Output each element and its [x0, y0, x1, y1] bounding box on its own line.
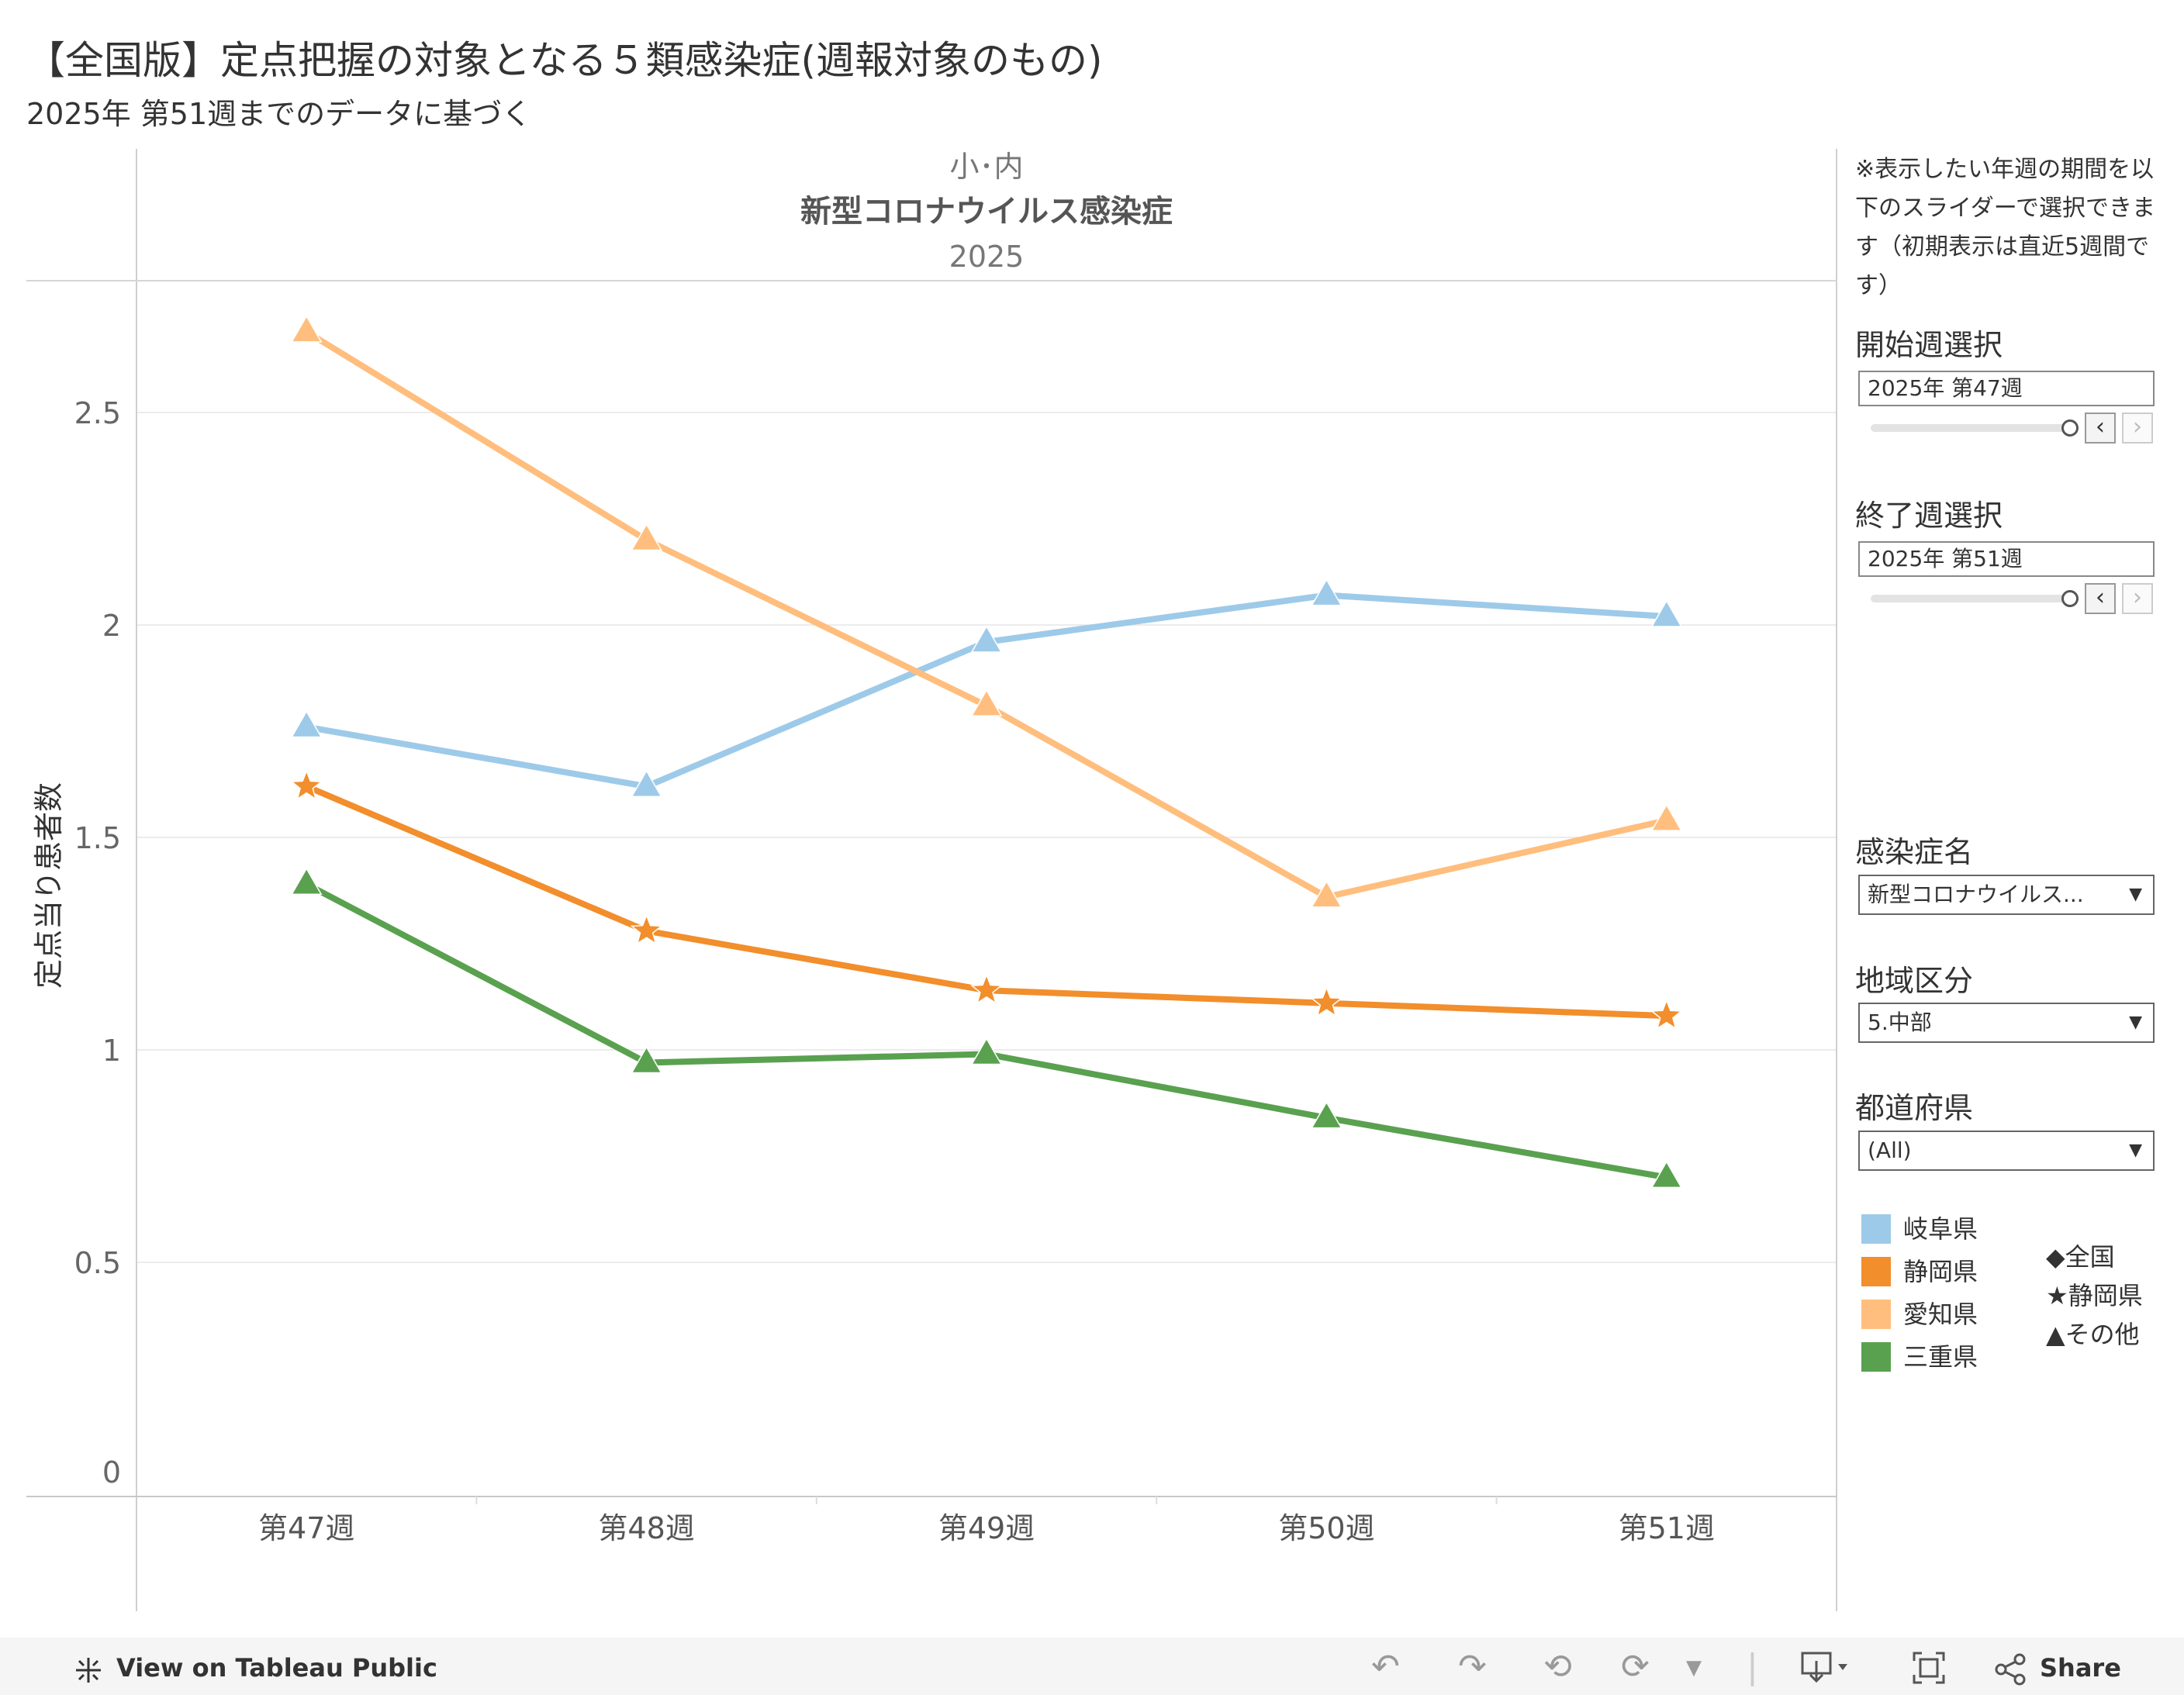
end-week-label: 終了週選択: [1855, 499, 2003, 533]
panel-header-line: 2025: [949, 240, 1025, 274]
start-week-slider-track[interactable]: [1871, 424, 2071, 432]
prefecture-filter-label: 都道府県: [1855, 1091, 1974, 1125]
data-point-marker[interactable]: [630, 913, 663, 945]
share-button[interactable]: Share: [2040, 1653, 2121, 1683]
chevron-right-icon: ›: [2133, 584, 2142, 611]
legend-item-shizuoka[interactable]: 静岡県: [1861, 1257, 1978, 1286]
revert-icon[interactable]: ⟲: [1543, 1647, 1572, 1686]
undo-icon[interactable]: ↶: [1371, 1647, 1400, 1686]
data-point-marker[interactable]: [290, 710, 323, 738]
data-point-marker[interactable]: [631, 769, 662, 797]
legend-swatch: [1861, 1342, 1891, 1372]
data-point-marker[interactable]: [290, 315, 323, 343]
legend-label: 岐阜県: [1903, 1214, 1978, 1244]
data-point-marker[interactable]: [631, 523, 662, 551]
fullscreen-icon[interactable]: [1911, 1650, 1947, 1686]
data-point-marker[interactable]: [1310, 986, 1343, 1017]
slider-instruction-note: ※表示したい年週の期間を以下のスライダーで選択できます（初期表示は直近5週間です…: [1855, 156, 2155, 299]
data-point-marker[interactable]: [1650, 1160, 1683, 1189]
start-week-label: 開始週選択: [1855, 328, 2003, 362]
legend-label: 静岡県: [1903, 1257, 1978, 1286]
prefecture-dropdown-value: (All): [1868, 1137, 1912, 1163]
download-icon[interactable]: [1799, 1650, 1854, 1686]
legend-label: 愛知県: [1903, 1300, 1978, 1329]
data-point-marker[interactable]: [1311, 880, 1343, 908]
panel-header-line: 小･内: [949, 150, 1023, 184]
start-week-next-button[interactable]: ›: [2122, 413, 2153, 444]
y-tick-label: 1: [102, 1034, 121, 1068]
legend-swatch: [1861, 1300, 1891, 1329]
panel-header-line: 新型コロナウイルス感染症: [800, 194, 1173, 230]
legend-swatch: [1861, 1257, 1891, 1286]
data-point-marker[interactable]: [1311, 578, 1343, 606]
legend-item-aichi[interactable]: 愛知県: [1861, 1300, 1978, 1329]
refresh-icon[interactable]: ⟳: [1621, 1647, 1650, 1686]
data-point-marker[interactable]: [290, 769, 323, 801]
chevron-right-icon: ›: [2133, 413, 2142, 440]
end-week-next-button[interactable]: ›: [2122, 583, 2153, 614]
end-week-field[interactable]: 2025年 第51週: [1858, 541, 2155, 577]
caret-down-icon: ▼: [2129, 1013, 2142, 1032]
region-filter-label: 地域区分: [1855, 964, 1974, 998]
start-week-slider-handle[interactable]: [2061, 419, 2079, 437]
y-tick-label: 0: [102, 1455, 121, 1490]
data-point-marker[interactable]: [970, 1037, 1003, 1065]
data-point-marker[interactable]: [1650, 599, 1683, 627]
start-week-field[interactable]: 2025年 第47週: [1858, 371, 2155, 406]
y-tick-label: 1.5: [74, 821, 121, 855]
y-tick-label: 0.5: [74, 1246, 121, 1280]
data-point-marker[interactable]: [970, 689, 1003, 716]
legend-label: 三重県: [1903, 1342, 1978, 1372]
chevron-left-icon: ‹: [2096, 584, 2105, 611]
share-icon[interactable]: [1993, 1652, 2029, 1687]
y-axis-title: 定点当り患者数: [32, 782, 66, 989]
legend-item-mie[interactable]: 三重県: [1861, 1342, 1978, 1372]
caret-down-icon: ▼: [2129, 885, 2142, 904]
chevron-left-icon: ‹: [2096, 413, 2105, 440]
prefecture-dropdown[interactable]: (All) ▼: [1858, 1131, 2155, 1171]
page-subtitle: 2025年 第51週までのデータに基づく: [26, 97, 532, 131]
page-title: 【全国版】定点把握の対象となる５類感染症(週報対象のもの): [26, 38, 1103, 83]
region-dropdown[interactable]: 5.中部 ▼: [1858, 1003, 2155, 1043]
x-tick-label: 第51週: [1619, 1511, 1715, 1545]
tableau-toolbar: View on Tableau Public ↶ ↷ ⟲ ⟳ ▼ | Share: [0, 1638, 2184, 1695]
data-point-marker[interactable]: [1311, 1101, 1343, 1129]
data-point-marker[interactable]: [631, 1045, 662, 1074]
end-week-prev-button[interactable]: ‹: [2085, 583, 2116, 614]
series-line-2[interactable]: [303, 328, 1670, 900]
x-tick-label: 第50週: [1278, 1511, 1374, 1545]
view-on-tableau-link[interactable]: View on Tableau Public: [116, 1653, 437, 1683]
y-tick-label: 2.5: [74, 396, 121, 430]
x-tick-label: 第48週: [598, 1511, 694, 1545]
legend-item-gifu[interactable]: 岐阜県: [1861, 1214, 1978, 1244]
data-point-marker[interactable]: [1650, 999, 1683, 1030]
data-point-marker[interactable]: [969, 973, 1004, 1005]
tableau-logo-icon: [76, 1658, 101, 1683]
x-tick-label: 第49週: [938, 1511, 1035, 1545]
redo-icon[interactable]: ↷: [1458, 1647, 1487, 1686]
series-line-3[interactable]: [303, 881, 1670, 1181]
data-point-marker[interactable]: [290, 867, 323, 896]
caret-down-icon: ▼: [2129, 1141, 2142, 1160]
end-week-slider-track[interactable]: [1871, 595, 2071, 602]
shape-legend-shizuoka: ★静岡県: [2046, 1281, 2143, 1310]
start-week-prev-button[interactable]: ‹: [2085, 413, 2116, 444]
data-point-marker[interactable]: [1650, 803, 1683, 831]
data-point-marker[interactable]: [970, 625, 1003, 653]
shape-legend-national: ◆全国: [2046, 1242, 2115, 1272]
disease-dropdown[interactable]: 新型コロナウイルス... ▼: [1858, 875, 2155, 915]
region-dropdown-value: 5.中部: [1868, 1010, 1932, 1035]
disease-dropdown-value: 新型コロナウイルス...: [1868, 882, 2084, 907]
shape-legend-other: ▲その他: [2046, 1320, 2140, 1349]
x-tick-label: 第47週: [258, 1511, 354, 1545]
end-week-slider-handle[interactable]: [2061, 590, 2079, 607]
y-tick-label: 2: [102, 609, 121, 643]
disease-filter-label: 感染症名: [1855, 835, 1974, 869]
legend-swatch: [1861, 1214, 1891, 1244]
toolbar-divider: |: [1747, 1647, 1758, 1686]
more-caret-icon[interactable]: ▼: [1686, 1656, 1702, 1679]
